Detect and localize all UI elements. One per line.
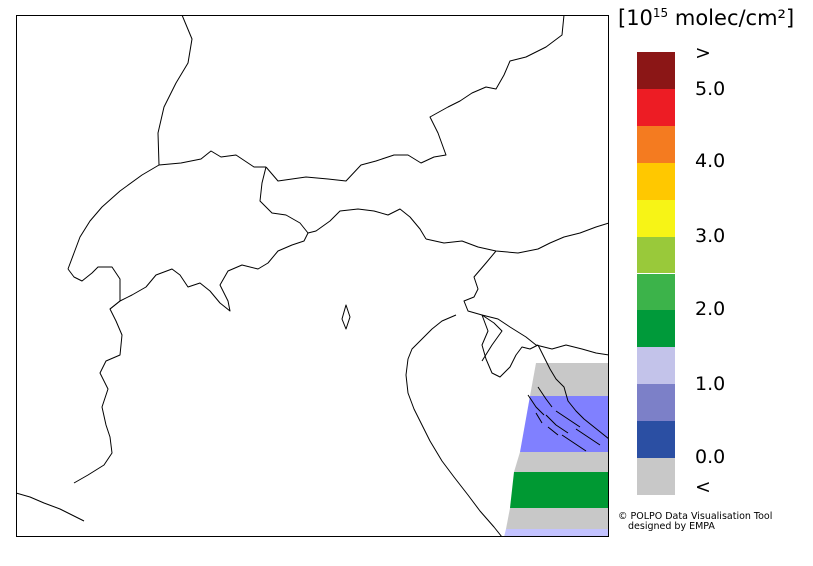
satellite-swath bbox=[504, 363, 609, 537]
map-outlines bbox=[16, 15, 609, 537]
border-france-switzerland bbox=[67, 164, 160, 270]
coastline-ligurian bbox=[16, 492, 85, 522]
colorbar-tick-1: 1.0 bbox=[695, 373, 726, 395]
colorbar-tick-above: > bbox=[695, 42, 711, 64]
colorbar-swatch bbox=[637, 310, 675, 348]
colorbar-swatch bbox=[637, 52, 675, 89]
colorbar-unit-label: [1015 molec/cm²] bbox=[618, 6, 794, 30]
colorbar-swatch bbox=[637, 125, 675, 163]
unit-suffix: molec/cm²] bbox=[668, 6, 795, 30]
border-austria-germany bbox=[265, 15, 565, 182]
border-germany-france bbox=[157, 15, 193, 166]
croatian-islands bbox=[527, 386, 601, 452]
colorbar-tick-2: 2.0 bbox=[695, 298, 726, 320]
swath-band-grey-3 bbox=[506, 508, 609, 529]
colorbar-swatch bbox=[637, 384, 675, 422]
unit-prefix: [10 bbox=[618, 6, 653, 30]
credit-line-1: © POLPO Data Visualisation Tool bbox=[618, 511, 773, 522]
border-france-italy bbox=[67, 266, 123, 484]
colorbar-tick-5: 5.0 bbox=[695, 78, 726, 100]
lake-garda bbox=[341, 304, 351, 330]
colorbar-swatch bbox=[637, 458, 675, 495]
swath-band-blue bbox=[520, 396, 609, 452]
coastline-croatia bbox=[537, 344, 609, 440]
border-austria-italy bbox=[425, 222, 609, 254]
border-italy-slovenia bbox=[463, 250, 503, 362]
coastline-adriatic-west bbox=[405, 314, 503, 537]
colorbar-swatch bbox=[637, 236, 675, 274]
colorbar-swatch bbox=[637, 162, 675, 200]
colorbar-tick-below: < bbox=[695, 476, 711, 498]
colorbar-swatch bbox=[637, 273, 675, 311]
colorbar-tick-4: 4.0 bbox=[695, 150, 726, 172]
colorbar-swatch bbox=[637, 199, 675, 237]
swath-band-grey-2 bbox=[514, 452, 609, 472]
map-panel bbox=[16, 15, 609, 537]
border-switzerland-austria bbox=[259, 166, 427, 240]
credit-text: © POLPO Data Visualisation Tool designed… bbox=[618, 512, 772, 532]
coastline-istria bbox=[481, 314, 539, 378]
colorbar-tick-0: 0.0 bbox=[695, 446, 726, 468]
border-slovenia-croatia bbox=[481, 314, 609, 356]
unit-exponent: 15 bbox=[652, 6, 669, 20]
border-switzerland-italy bbox=[109, 232, 309, 312]
colorbar-swatch bbox=[637, 88, 675, 126]
credit-line-2: designed by EMPA bbox=[628, 521, 715, 532]
swath-band-green bbox=[510, 472, 609, 508]
swath-band-grey-1 bbox=[530, 363, 609, 396]
colorbar-swatch bbox=[637, 347, 675, 385]
border-switzerland-north bbox=[158, 150, 266, 168]
colorbar bbox=[637, 52, 675, 495]
swath-band-light bbox=[504, 529, 609, 537]
colorbar-tick-3: 3.0 bbox=[695, 225, 726, 247]
colorbar-swatch bbox=[637, 421, 675, 459]
